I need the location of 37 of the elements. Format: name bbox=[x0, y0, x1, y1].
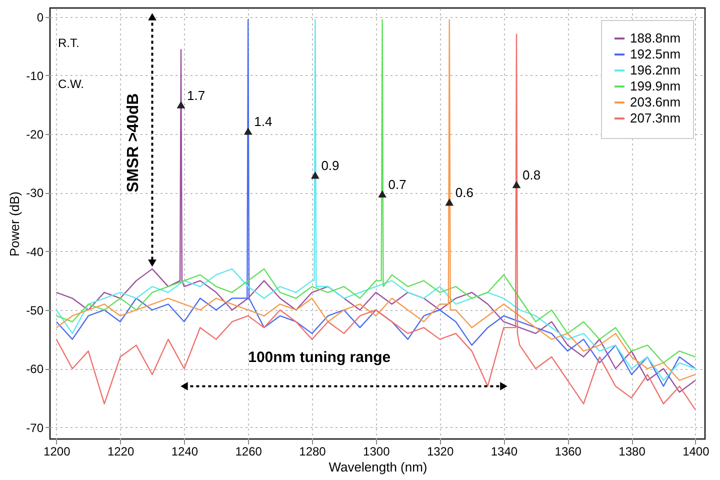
y-tick-label: -30 bbox=[26, 186, 44, 200]
x-tick-label: 1400 bbox=[682, 444, 710, 458]
x-tick-label: 1280 bbox=[299, 444, 326, 458]
y-tick-label: -60 bbox=[26, 362, 44, 376]
annotation: 0.9 bbox=[321, 158, 340, 174]
annotation: 1.4 bbox=[254, 114, 272, 130]
annotation: 0.7 bbox=[388, 176, 406, 192]
x-tick-label: 1220 bbox=[107, 444, 134, 458]
legend-label: 196.2nm bbox=[630, 62, 681, 78]
annotation: 0.8 bbox=[522, 168, 541, 183]
legend-label: 199.9nm bbox=[630, 78, 681, 94]
x-tick-label: 1320 bbox=[426, 444, 454, 458]
y-axis-title: Power (dB) bbox=[7, 191, 22, 257]
y-tick-label: -40 bbox=[26, 244, 44, 259]
x-tick-label: 1260 bbox=[235, 444, 262, 458]
x-tick-label: 1240 bbox=[171, 444, 198, 458]
legend-label: 207.3nm bbox=[630, 110, 681, 126]
x-tick-label: 1340 bbox=[490, 444, 518, 458]
annotation: 1.7 bbox=[187, 88, 206, 103]
annotation: C.W. bbox=[58, 77, 84, 92]
y-tick-label: -50 bbox=[26, 303, 44, 318]
y-tick-label: -70 bbox=[26, 420, 44, 435]
legend-label: 188.8nm bbox=[630, 30, 681, 46]
y-tick-label: -20 bbox=[26, 128, 44, 142]
annotation: 0.6 bbox=[455, 185, 474, 200]
legend-label: 192.5nm bbox=[630, 46, 681, 62]
x-tick-label: 1300 bbox=[363, 444, 390, 458]
annotation: R.T. bbox=[58, 36, 80, 50]
legend-label: 203.6nm bbox=[630, 94, 681, 110]
x-axis-title: Wavelength (nm) bbox=[328, 460, 428, 474]
x-tick-label: 1380 bbox=[618, 444, 646, 458]
y-tick-label: 0 bbox=[36, 10, 44, 24]
annotation: SMSR >40dB bbox=[125, 93, 142, 192]
y-tick-label: -10 bbox=[26, 68, 44, 83]
annotation: 100nm tuning range bbox=[248, 348, 391, 366]
x-tick-label: 1200 bbox=[44, 444, 71, 458]
x-tick-label: 1360 bbox=[554, 444, 582, 458]
